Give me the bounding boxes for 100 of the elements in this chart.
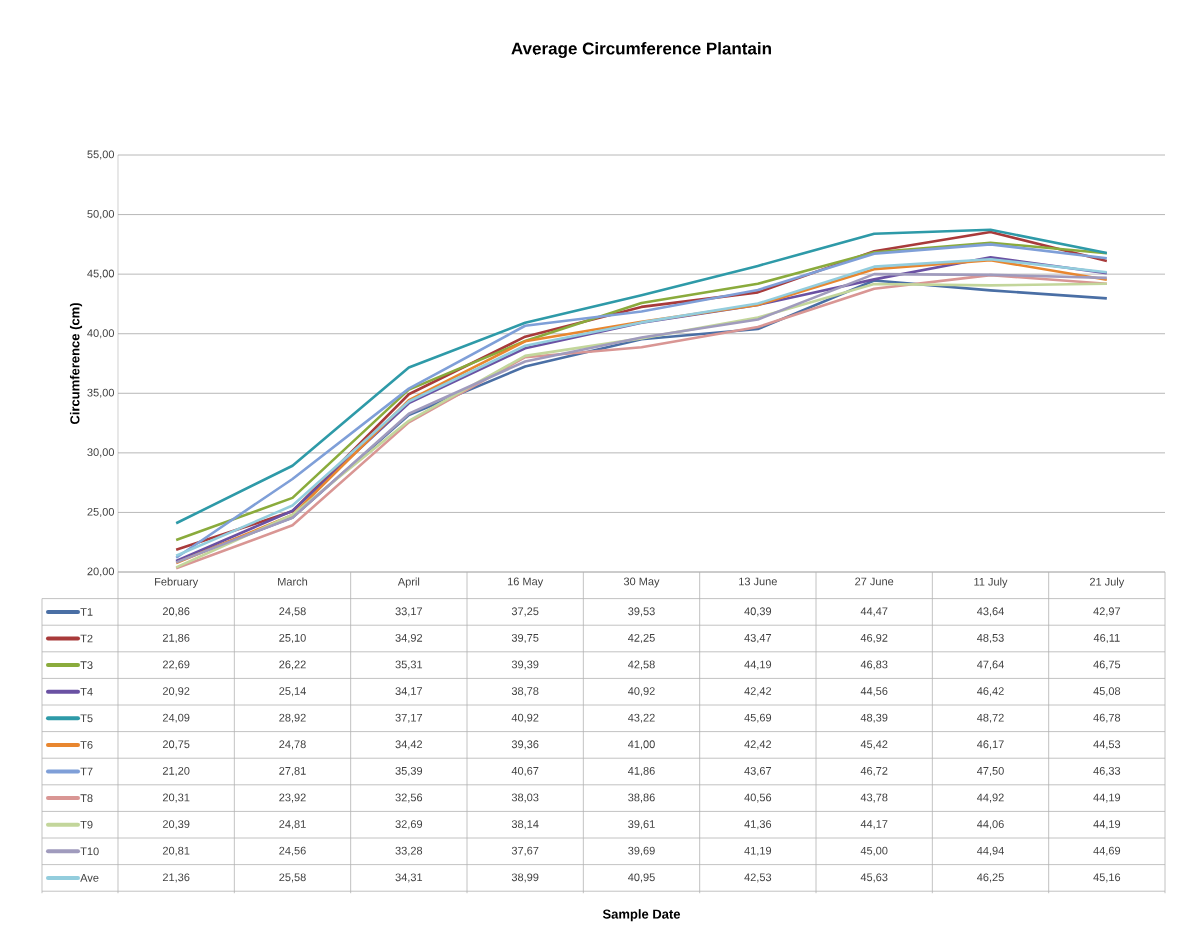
data-label: 41,36 [744, 820, 772, 830]
data-label: 39,75 [511, 633, 539, 644]
data-label: 44,19 [744, 660, 772, 670]
data-label: 48,53 [977, 633, 1004, 644]
data-label: 24,09 [162, 713, 190, 723]
data-label: 44,94 [977, 846, 1004, 856]
data-label: 42,42 [744, 687, 772, 697]
data-label: 46,75 [1093, 660, 1121, 670]
data-label: 28,92 [279, 713, 306, 723]
data-label: 34,17 [395, 687, 423, 697]
data-label: 44,17 [860, 820, 888, 830]
data-label: 24,81 [279, 820, 306, 830]
data-label: 37,17 [395, 713, 423, 723]
x-tick-label: March [278, 577, 308, 586]
data-label: 40,95 [627, 873, 655, 883]
data-label: 38,03 [511, 793, 539, 803]
legend-label: T3 [80, 661, 93, 669]
data-label: 42,42 [744, 740, 772, 750]
data-label: 44,47 [860, 607, 888, 617]
data-label: 20,75 [162, 740, 190, 750]
x-tick-label: 27 June [855, 577, 894, 586]
data-label: 24,58 [279, 607, 306, 617]
data-label: 39,53 [628, 607, 655, 617]
legend-label: T2 [80, 634, 93, 643]
y-axis-title: Circumference (cm) [69, 303, 83, 425]
data-label: 48,39 [860, 713, 888, 723]
data-label: 20,81 [162, 846, 190, 856]
data-label: 24,78 [279, 740, 306, 750]
data-label: 38,14 [511, 820, 539, 830]
data-label: 46,42 [977, 687, 1004, 697]
data-label: 26,22 [279, 660, 306, 670]
legend-label: T4 [80, 687, 93, 696]
data-label: 22,69 [162, 660, 190, 670]
data-label: 25,14 [279, 687, 306, 697]
data-label: 42,53 [744, 873, 772, 883]
data-label: 45,69 [744, 713, 772, 723]
data-label: 40,92 [511, 713, 539, 723]
data-label: 35,31 [395, 660, 423, 670]
data-label: 39,69 [628, 846, 655, 856]
data-label: 32,69 [395, 820, 423, 830]
x-tick-label: 13 June [739, 577, 777, 586]
data-label: 21,20 [162, 766, 190, 777]
x-tick-label: 30 May [623, 577, 660, 588]
data-label: 44,19 [1093, 793, 1121, 803]
data-label: 43,64 [977, 607, 1004, 617]
data-label: 41,19 [744, 846, 772, 856]
data-label: 40,39 [744, 607, 772, 617]
data-label: 39,39 [511, 660, 539, 670]
data-label: 45,42 [860, 740, 888, 750]
data-label: 37,25 [511, 607, 539, 617]
data-label: 45,16 [1093, 873, 1121, 883]
x-tick-label: April [397, 577, 420, 588]
data-label: 44,69 [1093, 846, 1121, 856]
chart-title: Average Circumference Plantain [511, 42, 771, 58]
legend-label: T9 [80, 820, 93, 829]
data-label: 20,31 [162, 793, 190, 803]
data-label: 38,86 [628, 793, 655, 803]
data-label: 46,33 [1093, 766, 1121, 777]
data-label: 46,78 [1093, 713, 1121, 723]
data-label: 34,42 [395, 740, 423, 750]
y-tick-label: 30,00 [87, 448, 115, 458]
data-label: 20,39 [162, 820, 190, 830]
data-label: 34,31 [395, 873, 423, 883]
data-label: 37,67 [511, 846, 539, 856]
data-label: 46,25 [977, 873, 1004, 883]
data-label: 45,08 [1093, 687, 1121, 697]
y-tick-label: 55,00 [87, 150, 115, 160]
data-label: 46,72 [860, 766, 888, 777]
x-tick-label: 11 July [974, 577, 1008, 588]
data-label: 44,92 [977, 793, 1004, 803]
data-label: 20,92 [162, 687, 190, 697]
legend-label: T6 [80, 741, 93, 749]
data-label: 47,50 [977, 766, 1004, 777]
data-label: 27,81 [279, 766, 306, 777]
data-label: 44,56 [860, 687, 888, 697]
data-label: 46,11 [1093, 633, 1120, 644]
data-label: 46,83 [860, 660, 888, 670]
y-tick-label: 25,00 [87, 507, 115, 517]
data-label: 40,92 [627, 687, 655, 697]
x-tick-label: 21 July [1089, 577, 1125, 588]
data-label: 47,64 [977, 660, 1004, 670]
data-label: 33,28 [395, 846, 423, 856]
legend-label: Ave [80, 874, 99, 882]
data-label: 42,58 [627, 660, 655, 670]
data-label: 25,58 [279, 873, 306, 883]
data-label: 44,06 [977, 820, 1004, 830]
data-label: 42,25 [627, 633, 655, 644]
y-tick-label: 50,00 [87, 210, 115, 220]
data-label: 39,36 [511, 740, 539, 750]
y-tick-label: 20,00 [87, 567, 115, 577]
data-label: 34,92 [395, 633, 423, 644]
data-label: 40,56 [744, 793, 772, 803]
data-label: 38,99 [511, 873, 539, 883]
data-label: 21,86 [162, 633, 190, 644]
x-tick-label: February [155, 577, 199, 588]
data-label: 20,86 [162, 607, 190, 617]
legend-label: T8 [80, 794, 93, 802]
data-label: 42,97 [1093, 607, 1121, 617]
data-label: 25,10 [279, 633, 306, 644]
data-label: 43,22 [627, 713, 655, 723]
